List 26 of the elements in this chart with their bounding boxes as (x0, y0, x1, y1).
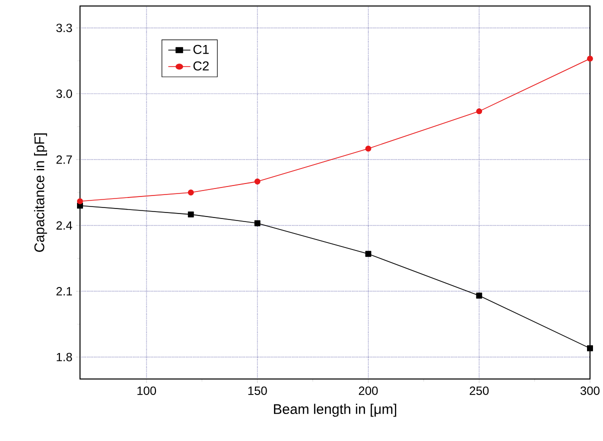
y-tick-label: 2.1 (56, 287, 72, 296)
point (587, 56, 593, 62)
x-tick-label: 100 (137, 386, 156, 395)
point (77, 198, 83, 204)
y-tick-label: 3.3 (56, 24, 72, 32)
y-axis-title: Capacitance in [pF] (34, 133, 48, 252)
x-axis-title: Beam length in [μm] (274, 404, 396, 417)
point (476, 292, 482, 299)
point (587, 345, 593, 352)
point (365, 146, 372, 152)
point (254, 178, 260, 185)
legend-label: C2 (193, 61, 209, 71)
x-tick-label: 200 (358, 386, 378, 395)
point (188, 189, 194, 196)
x-tick-label: 300 (580, 386, 600, 395)
point (365, 250, 372, 257)
y-tick-label: 3.0 (56, 90, 72, 98)
point (254, 220, 260, 226)
x-tick-label: 150 (248, 386, 267, 395)
y-tick-label: 2.7 (56, 155, 72, 164)
y-tick-label: 2.4 (56, 221, 72, 230)
legend-label: C1 (193, 44, 209, 54)
point (188, 211, 194, 218)
point (476, 108, 482, 114)
y-tick-label: 1.8 (56, 352, 72, 362)
x-tick-label: 250 (470, 386, 489, 395)
